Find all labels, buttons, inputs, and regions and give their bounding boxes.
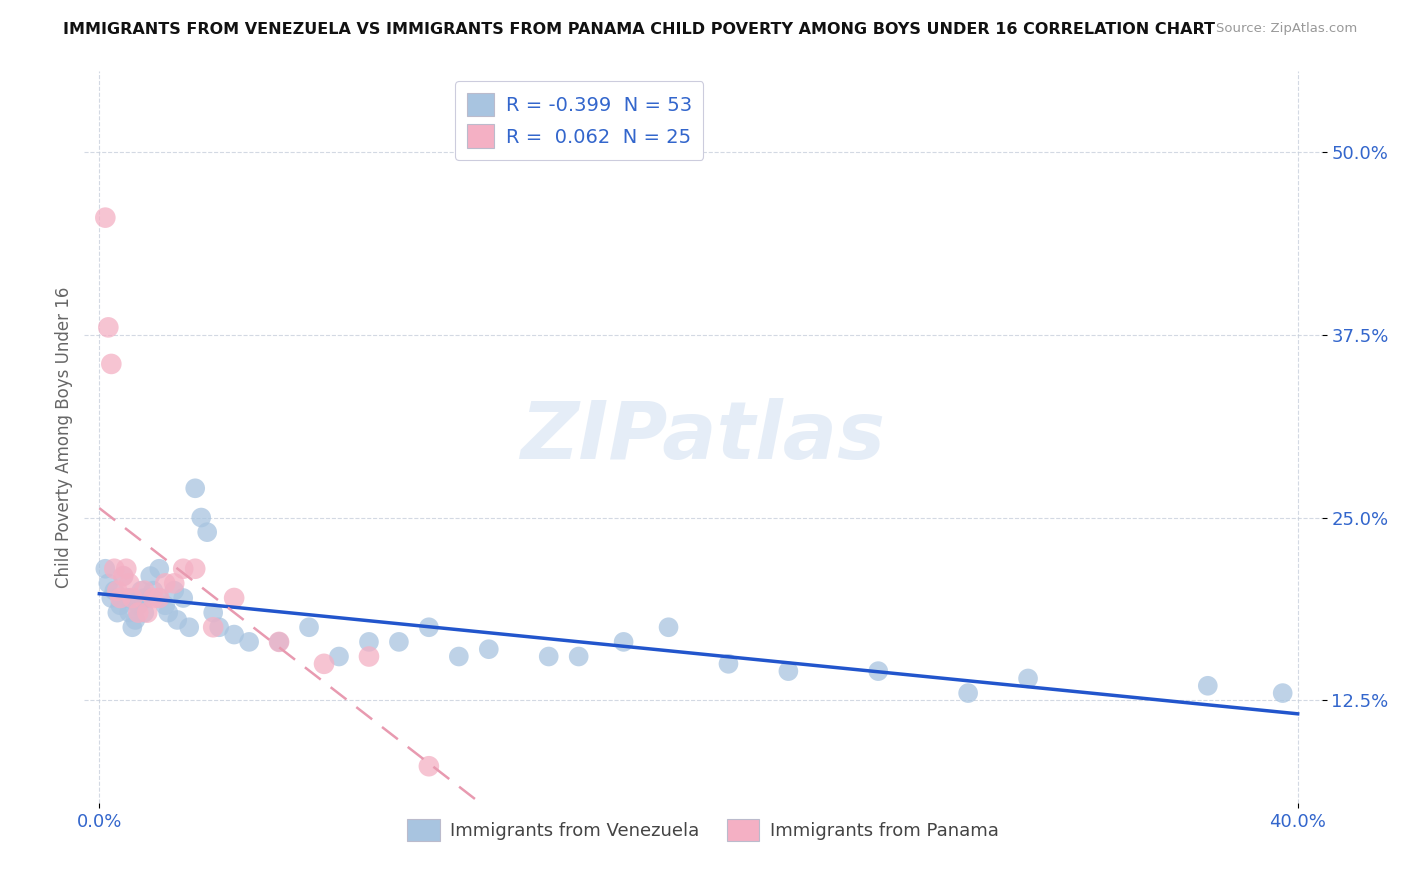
Text: ZIPatlas: ZIPatlas	[520, 398, 886, 476]
Point	[1017, 672, 1039, 686]
Point	[105, 583, 128, 598]
Point	[166, 613, 188, 627]
Point	[1197, 679, 1219, 693]
Point	[134, 591, 156, 605]
Legend: Immigrants from Venezuela, Immigrants from Panama: Immigrants from Venezuela, Immigrants fr…	[399, 812, 1007, 848]
Point	[121, 591, 143, 605]
Point	[224, 591, 246, 605]
Point	[537, 649, 560, 664]
Point	[118, 576, 141, 591]
Point	[100, 357, 122, 371]
Point	[184, 562, 207, 576]
Point	[195, 525, 218, 540]
Point	[142, 583, 165, 598]
Point	[172, 562, 194, 576]
Point	[103, 583, 125, 598]
Point	[94, 211, 117, 225]
Point	[778, 664, 800, 678]
Point	[103, 562, 125, 576]
Point	[110, 599, 132, 613]
Point	[136, 606, 159, 620]
Point	[172, 591, 194, 605]
Point	[238, 635, 260, 649]
Point	[112, 569, 135, 583]
Point	[97, 576, 120, 591]
Point	[184, 481, 207, 495]
Point	[136, 591, 159, 605]
Point	[127, 599, 149, 613]
Point	[148, 591, 170, 605]
Point	[148, 562, 170, 576]
Point	[97, 320, 120, 334]
Y-axis label: Child Poverty Among Boys Under 16: Child Poverty Among Boys Under 16	[55, 286, 73, 588]
Point	[112, 569, 135, 583]
Point	[148, 591, 170, 605]
Point	[142, 591, 165, 605]
Point	[478, 642, 501, 657]
Point	[418, 620, 440, 634]
Point	[134, 606, 156, 620]
Point	[118, 591, 141, 605]
Point	[1271, 686, 1294, 700]
Point	[105, 606, 128, 620]
Point	[163, 583, 186, 598]
Point	[134, 583, 156, 598]
Point	[388, 635, 411, 649]
Point	[155, 599, 177, 613]
Point	[957, 686, 980, 700]
Point	[267, 635, 290, 649]
Point	[717, 657, 740, 671]
Point	[208, 620, 231, 634]
Text: IMMIGRANTS FROM VENEZUELA VS IMMIGRANTS FROM PANAMA CHILD POVERTY AMONG BOYS UND: IMMIGRANTS FROM VENEZUELA VS IMMIGRANTS …	[63, 22, 1215, 37]
Point	[267, 635, 290, 649]
Point	[110, 591, 132, 605]
Point	[657, 620, 679, 634]
Point	[127, 606, 149, 620]
Point	[357, 649, 380, 664]
Point	[418, 759, 440, 773]
Point	[163, 576, 186, 591]
Point	[190, 510, 212, 524]
Point	[568, 649, 591, 664]
Point	[115, 562, 138, 576]
Point	[157, 606, 180, 620]
Point	[613, 635, 636, 649]
Point	[115, 591, 138, 605]
Point	[868, 664, 890, 678]
Point	[118, 606, 141, 620]
Point	[94, 562, 117, 576]
Point	[124, 613, 146, 627]
Point	[100, 591, 122, 605]
Point	[121, 620, 143, 634]
Point	[179, 620, 201, 634]
Point	[139, 569, 162, 583]
Point	[312, 657, 335, 671]
Text: Source: ZipAtlas.com: Source: ZipAtlas.com	[1216, 22, 1357, 36]
Point	[155, 576, 177, 591]
Point	[447, 649, 470, 664]
Point	[224, 627, 246, 641]
Point	[298, 620, 321, 634]
Point	[328, 649, 350, 664]
Point	[129, 583, 152, 598]
Point	[357, 635, 380, 649]
Point	[202, 620, 225, 634]
Point	[202, 606, 225, 620]
